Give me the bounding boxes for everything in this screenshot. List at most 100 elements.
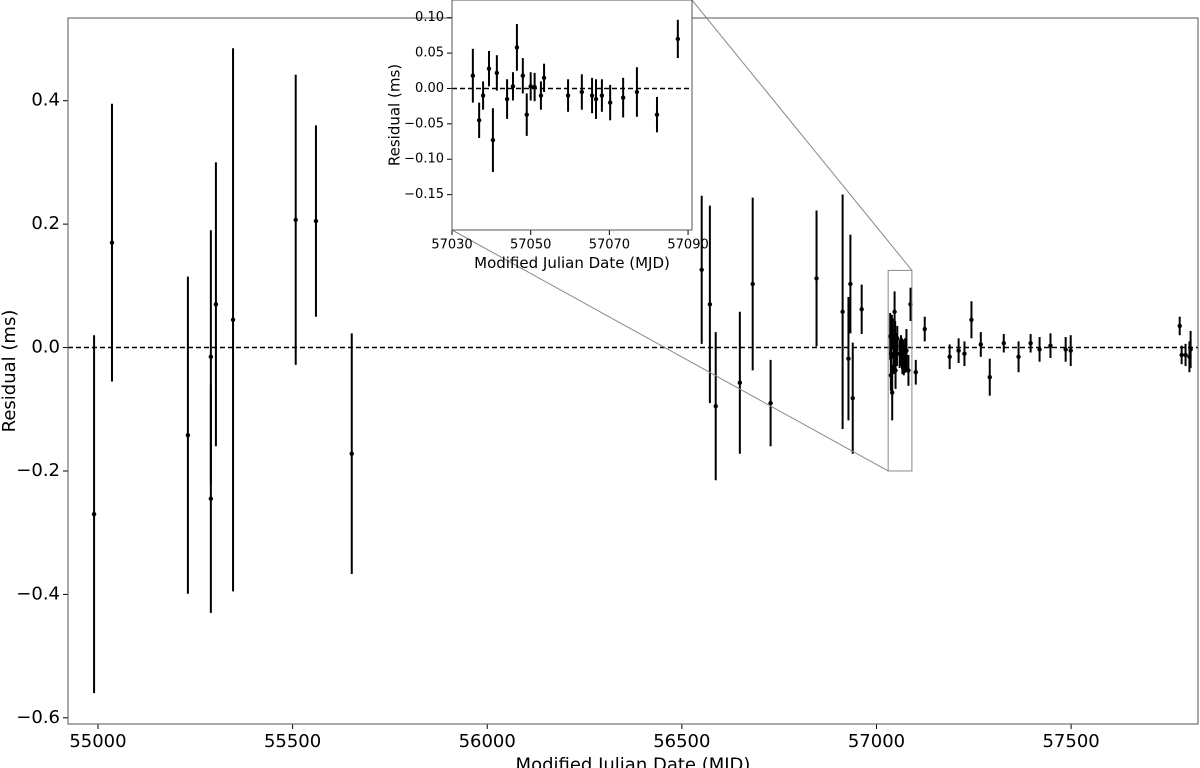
data-point <box>713 403 718 409</box>
data-point <box>1188 347 1193 352</box>
data-point <box>1177 323 1182 329</box>
data-point <box>737 380 743 385</box>
data-point <box>599 93 605 98</box>
data-point <box>1001 341 1006 346</box>
data-point <box>520 73 526 78</box>
data-point <box>620 95 626 100</box>
y-axis-label: Residual (ms) <box>0 310 20 433</box>
data-point <box>707 302 713 307</box>
data-point <box>510 84 516 89</box>
data-point <box>504 96 510 102</box>
data-point <box>634 89 640 95</box>
data-point <box>893 368 898 373</box>
axes: 55000 55500 56000 56500 57000 57500 −0.6 −0.4 −0… <box>0 17 1199 768</box>
data-point <box>814 276 819 281</box>
data-point <box>947 354 952 360</box>
data-point <box>208 496 214 501</box>
data-point <box>476 118 482 123</box>
data-point <box>589 93 595 98</box>
y-tick-label: 0.10 <box>415 10 444 25</box>
y-tick-label: −0.4 <box>16 583 60 604</box>
data-point <box>494 70 500 76</box>
data-point <box>579 89 585 95</box>
y-tick-label: −0.15 <box>404 187 444 202</box>
data-point <box>962 351 967 356</box>
y-tick-label: −0.10 <box>404 152 444 167</box>
data-point <box>750 281 755 287</box>
data-point <box>913 370 918 375</box>
data-point <box>840 309 845 314</box>
y-tick-label: 0.00 <box>415 81 444 96</box>
data-point <box>1016 354 1021 360</box>
data-point <box>593 96 599 102</box>
data-point <box>859 307 864 312</box>
data-point <box>565 93 571 98</box>
data-point <box>675 36 681 42</box>
data-point <box>524 112 529 117</box>
y-tick-label: 0.05 <box>415 46 444 61</box>
data-point <box>91 511 97 517</box>
x-tick-label: 57030 <box>431 238 472 253</box>
x-tick-label: 57000 <box>848 731 905 752</box>
data-point <box>528 84 533 89</box>
x-axis-label: Modified Julian Date (MJD) <box>516 754 751 768</box>
data-point <box>470 73 476 78</box>
data-point <box>230 317 236 322</box>
zoom-connector <box>451 229 889 472</box>
x-tick-label: 57050 <box>510 238 551 253</box>
data-point <box>514 45 520 50</box>
data-point <box>956 348 961 353</box>
data-point <box>313 218 319 224</box>
data-point <box>208 354 214 360</box>
zoom-region <box>887 269 913 472</box>
x-tick-label: 57090 <box>667 238 708 253</box>
data-point <box>607 100 613 105</box>
y-tick-label: −0.05 <box>404 116 444 131</box>
x-tick-label: 57070 <box>589 238 630 253</box>
axes-frame <box>451 0 693 231</box>
data-point <box>978 342 983 347</box>
x-axis-label: Modified Julian Date (MJD) <box>474 254 670 272</box>
data-point <box>904 348 909 353</box>
data-point <box>848 281 853 287</box>
y-tick-label: −0.6 <box>16 707 60 728</box>
data-point <box>532 84 537 90</box>
y-tick-label: 0.4 <box>31 90 60 111</box>
data-point <box>185 432 191 438</box>
data-point <box>890 390 895 395</box>
data-point <box>486 66 492 71</box>
data-point <box>768 400 773 406</box>
data-point <box>850 395 855 401</box>
data-point <box>699 267 704 272</box>
data-point <box>654 112 660 117</box>
data-point <box>109 240 115 245</box>
data-point <box>1028 341 1033 346</box>
data-point <box>349 451 354 456</box>
y-axis-label: Residual (ms) <box>386 64 404 166</box>
data-point <box>1179 352 1184 358</box>
data-point <box>846 356 851 361</box>
data-point <box>987 374 992 380</box>
data-point <box>1037 347 1042 352</box>
zoom-connector <box>691 0 913 271</box>
data-point <box>895 336 900 341</box>
x-tick-label: 55000 <box>69 731 126 752</box>
data-point <box>1048 343 1053 348</box>
x-tick-label: 56500 <box>653 731 710 752</box>
x-tick-label: 57500 <box>1042 731 1099 752</box>
axes: 57030 57050 57070 57090 −0.15 −0.10 −0.05 0.00 0… <box>386 0 709 272</box>
data-point <box>538 93 544 98</box>
y-tick-label: −0.2 <box>16 460 60 481</box>
data-point <box>969 317 974 322</box>
data-point <box>1063 347 1068 352</box>
x-tick-label: 55500 <box>264 731 321 752</box>
data-point <box>490 137 496 143</box>
y-tick-label: 0.2 <box>31 213 60 234</box>
data-point <box>892 309 897 314</box>
x-tick-label: 56000 <box>459 731 516 752</box>
data-point <box>906 368 911 373</box>
data-point <box>213 302 219 307</box>
data-point <box>1183 352 1188 358</box>
data-point <box>889 351 894 356</box>
